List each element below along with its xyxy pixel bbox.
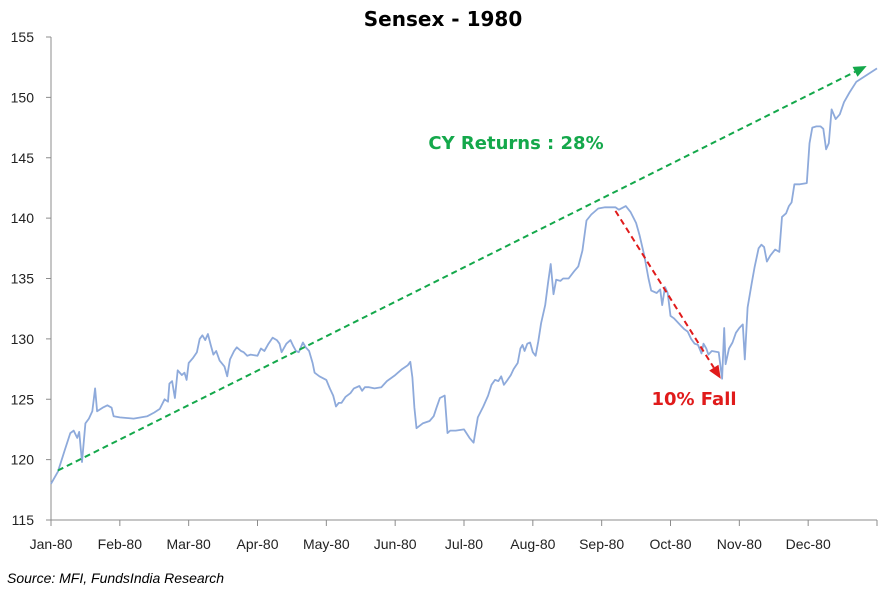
trend-arrow-arrowhead <box>852 65 867 77</box>
x-tick-label: Apr-80 <box>236 536 278 552</box>
x-tick-label: Mar-80 <box>166 536 211 552</box>
y-tick-label: 145 <box>11 150 35 166</box>
x-tick-label: Jun-80 <box>374 536 417 552</box>
axis-ticks: 115 120 125 130 135 140 145 150 155 Jan-80 Feb-80 M… <box>11 29 878 552</box>
y-tick-label: 135 <box>11 271 35 287</box>
x-tick-label: Sep-80 <box>579 536 624 552</box>
sensex-line <box>50 67 878 485</box>
x-tick-label: Jan-80 <box>30 536 73 552</box>
trend-arrow-line <box>57 70 856 472</box>
series-layer <box>50 67 878 485</box>
chart-title: Sensex - 1980 <box>364 7 522 31</box>
y-tick-label: 125 <box>11 391 35 407</box>
x-tick-label: Nov-80 <box>717 536 762 552</box>
y-tick-label: 120 <box>11 452 35 468</box>
y-tick-label: 115 <box>12 512 35 528</box>
x-tick-label: Feb-80 <box>98 536 143 552</box>
x-tick-label: Jul-80 <box>445 536 483 552</box>
fall-arrow-line <box>614 210 715 369</box>
y-tick-label: 155 <box>11 29 35 45</box>
x-tick-label: Dec-80 <box>786 536 831 552</box>
annotation-layer <box>57 65 867 472</box>
fall-arrow-arrowhead <box>709 364 721 379</box>
fall-label: 10% Fall <box>651 389 736 410</box>
y-tick-label: 140 <box>11 210 35 226</box>
source-note: Source: MFI, FundsIndia Research <box>7 570 224 586</box>
x-tick-label: May-80 <box>303 536 350 552</box>
y-tick-label: 130 <box>11 331 35 347</box>
cy-returns-label: CY Returns : 28% <box>428 133 603 154</box>
x-tick-label: Oct-80 <box>649 536 691 552</box>
x-tick-label: Aug-80 <box>510 536 555 552</box>
y-tick-label: 150 <box>11 89 35 105</box>
